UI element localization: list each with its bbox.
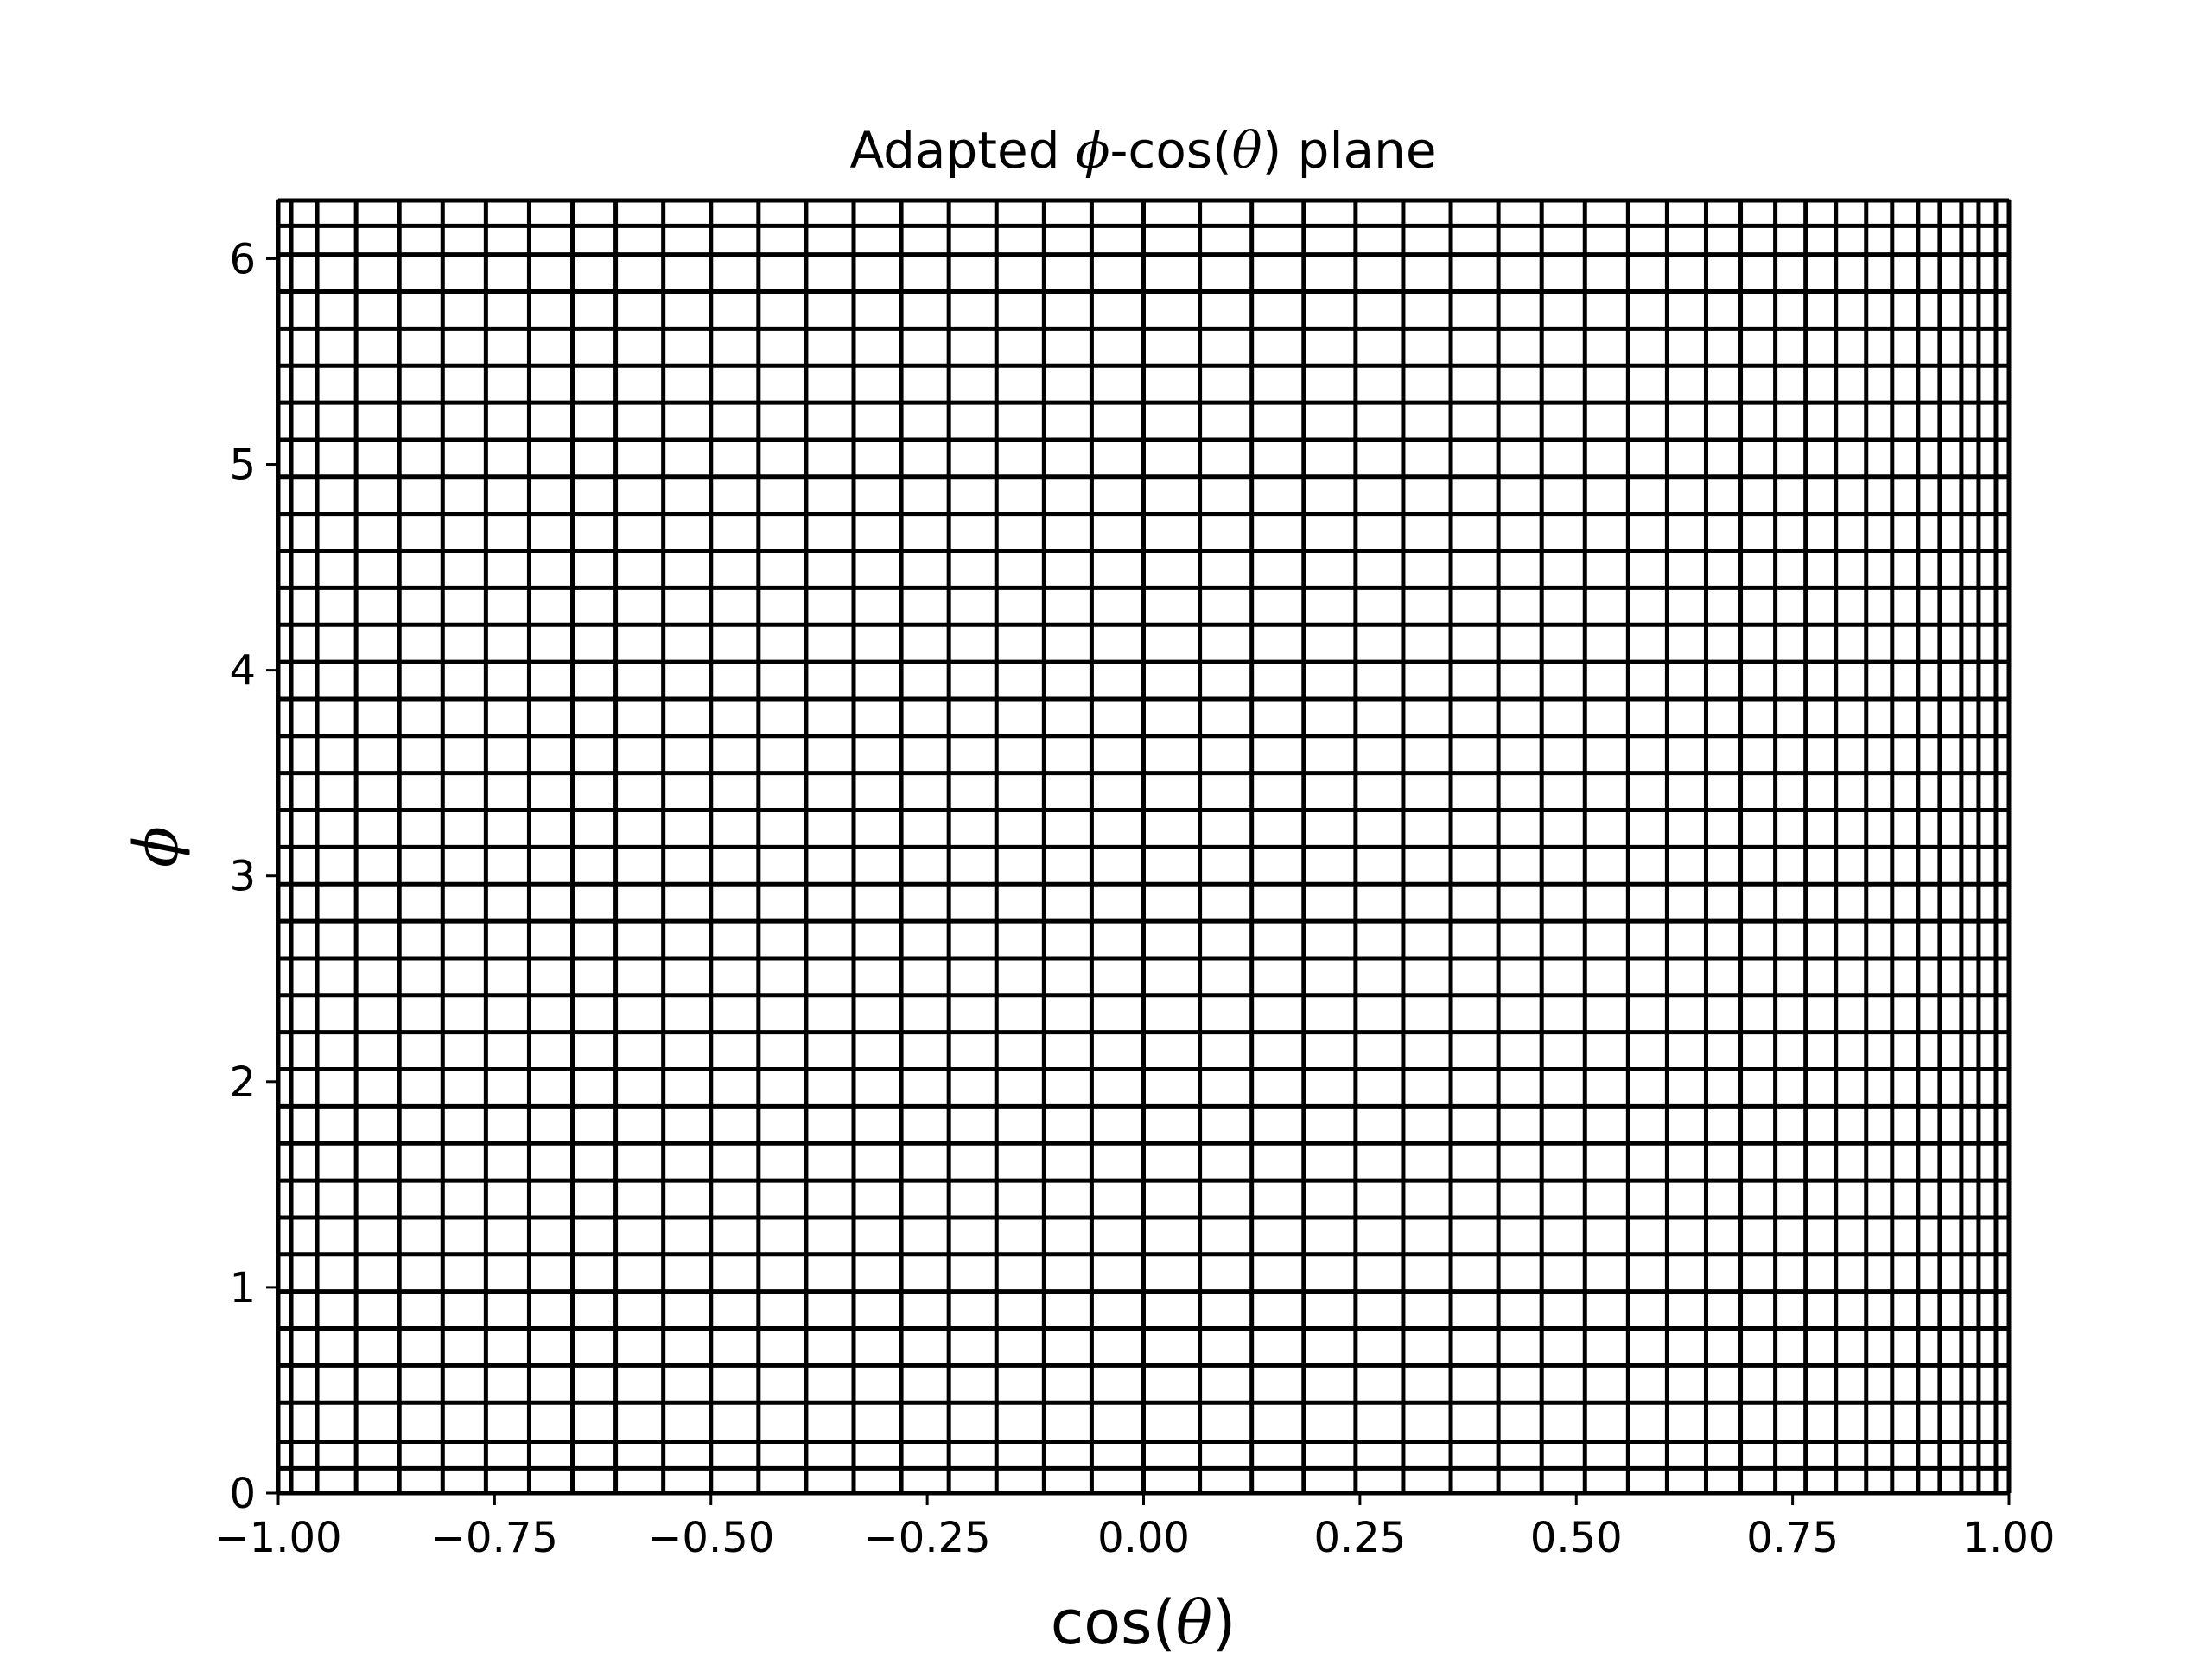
y-tick-label: 1 (229, 1264, 256, 1313)
x-tick-label: 0.50 (1530, 1514, 1623, 1562)
x-axis-label: cos(θ) (1051, 1587, 1236, 1658)
x-tick-label: 0.75 (1746, 1514, 1839, 1562)
x-tick-label: −0.50 (647, 1514, 774, 1562)
y-axis-ticks: 0 1 2 3 4 5 6 (229, 235, 278, 1518)
x-tick-label: 1.00 (1963, 1514, 2056, 1562)
y-tick-label: 5 (229, 442, 256, 490)
x-tick-label: 0.00 (1097, 1514, 1190, 1562)
x-tick-label: −1.00 (214, 1514, 341, 1562)
y-tick-label: 0 (229, 1470, 256, 1518)
x-tick-label: −0.25 (864, 1514, 991, 1562)
y-axis-label: ϕ (121, 826, 192, 868)
y-tick-label: 4 (229, 647, 256, 696)
y-tick-label: 3 (229, 853, 256, 901)
x-tick-label: −0.75 (431, 1514, 558, 1562)
x-tick-label: 0.25 (1313, 1514, 1406, 1562)
chart-title: Adapted ϕ-cos(θ) plane (849, 121, 1436, 180)
x-axis-ticks: −1.00 −0.75 −0.50 −0.25 0.00 0.25 0.50 0.75 1.00 (214, 1493, 2055, 1562)
y-tick-label: 2 (229, 1058, 256, 1107)
y-tick-label: 6 (229, 235, 256, 283)
